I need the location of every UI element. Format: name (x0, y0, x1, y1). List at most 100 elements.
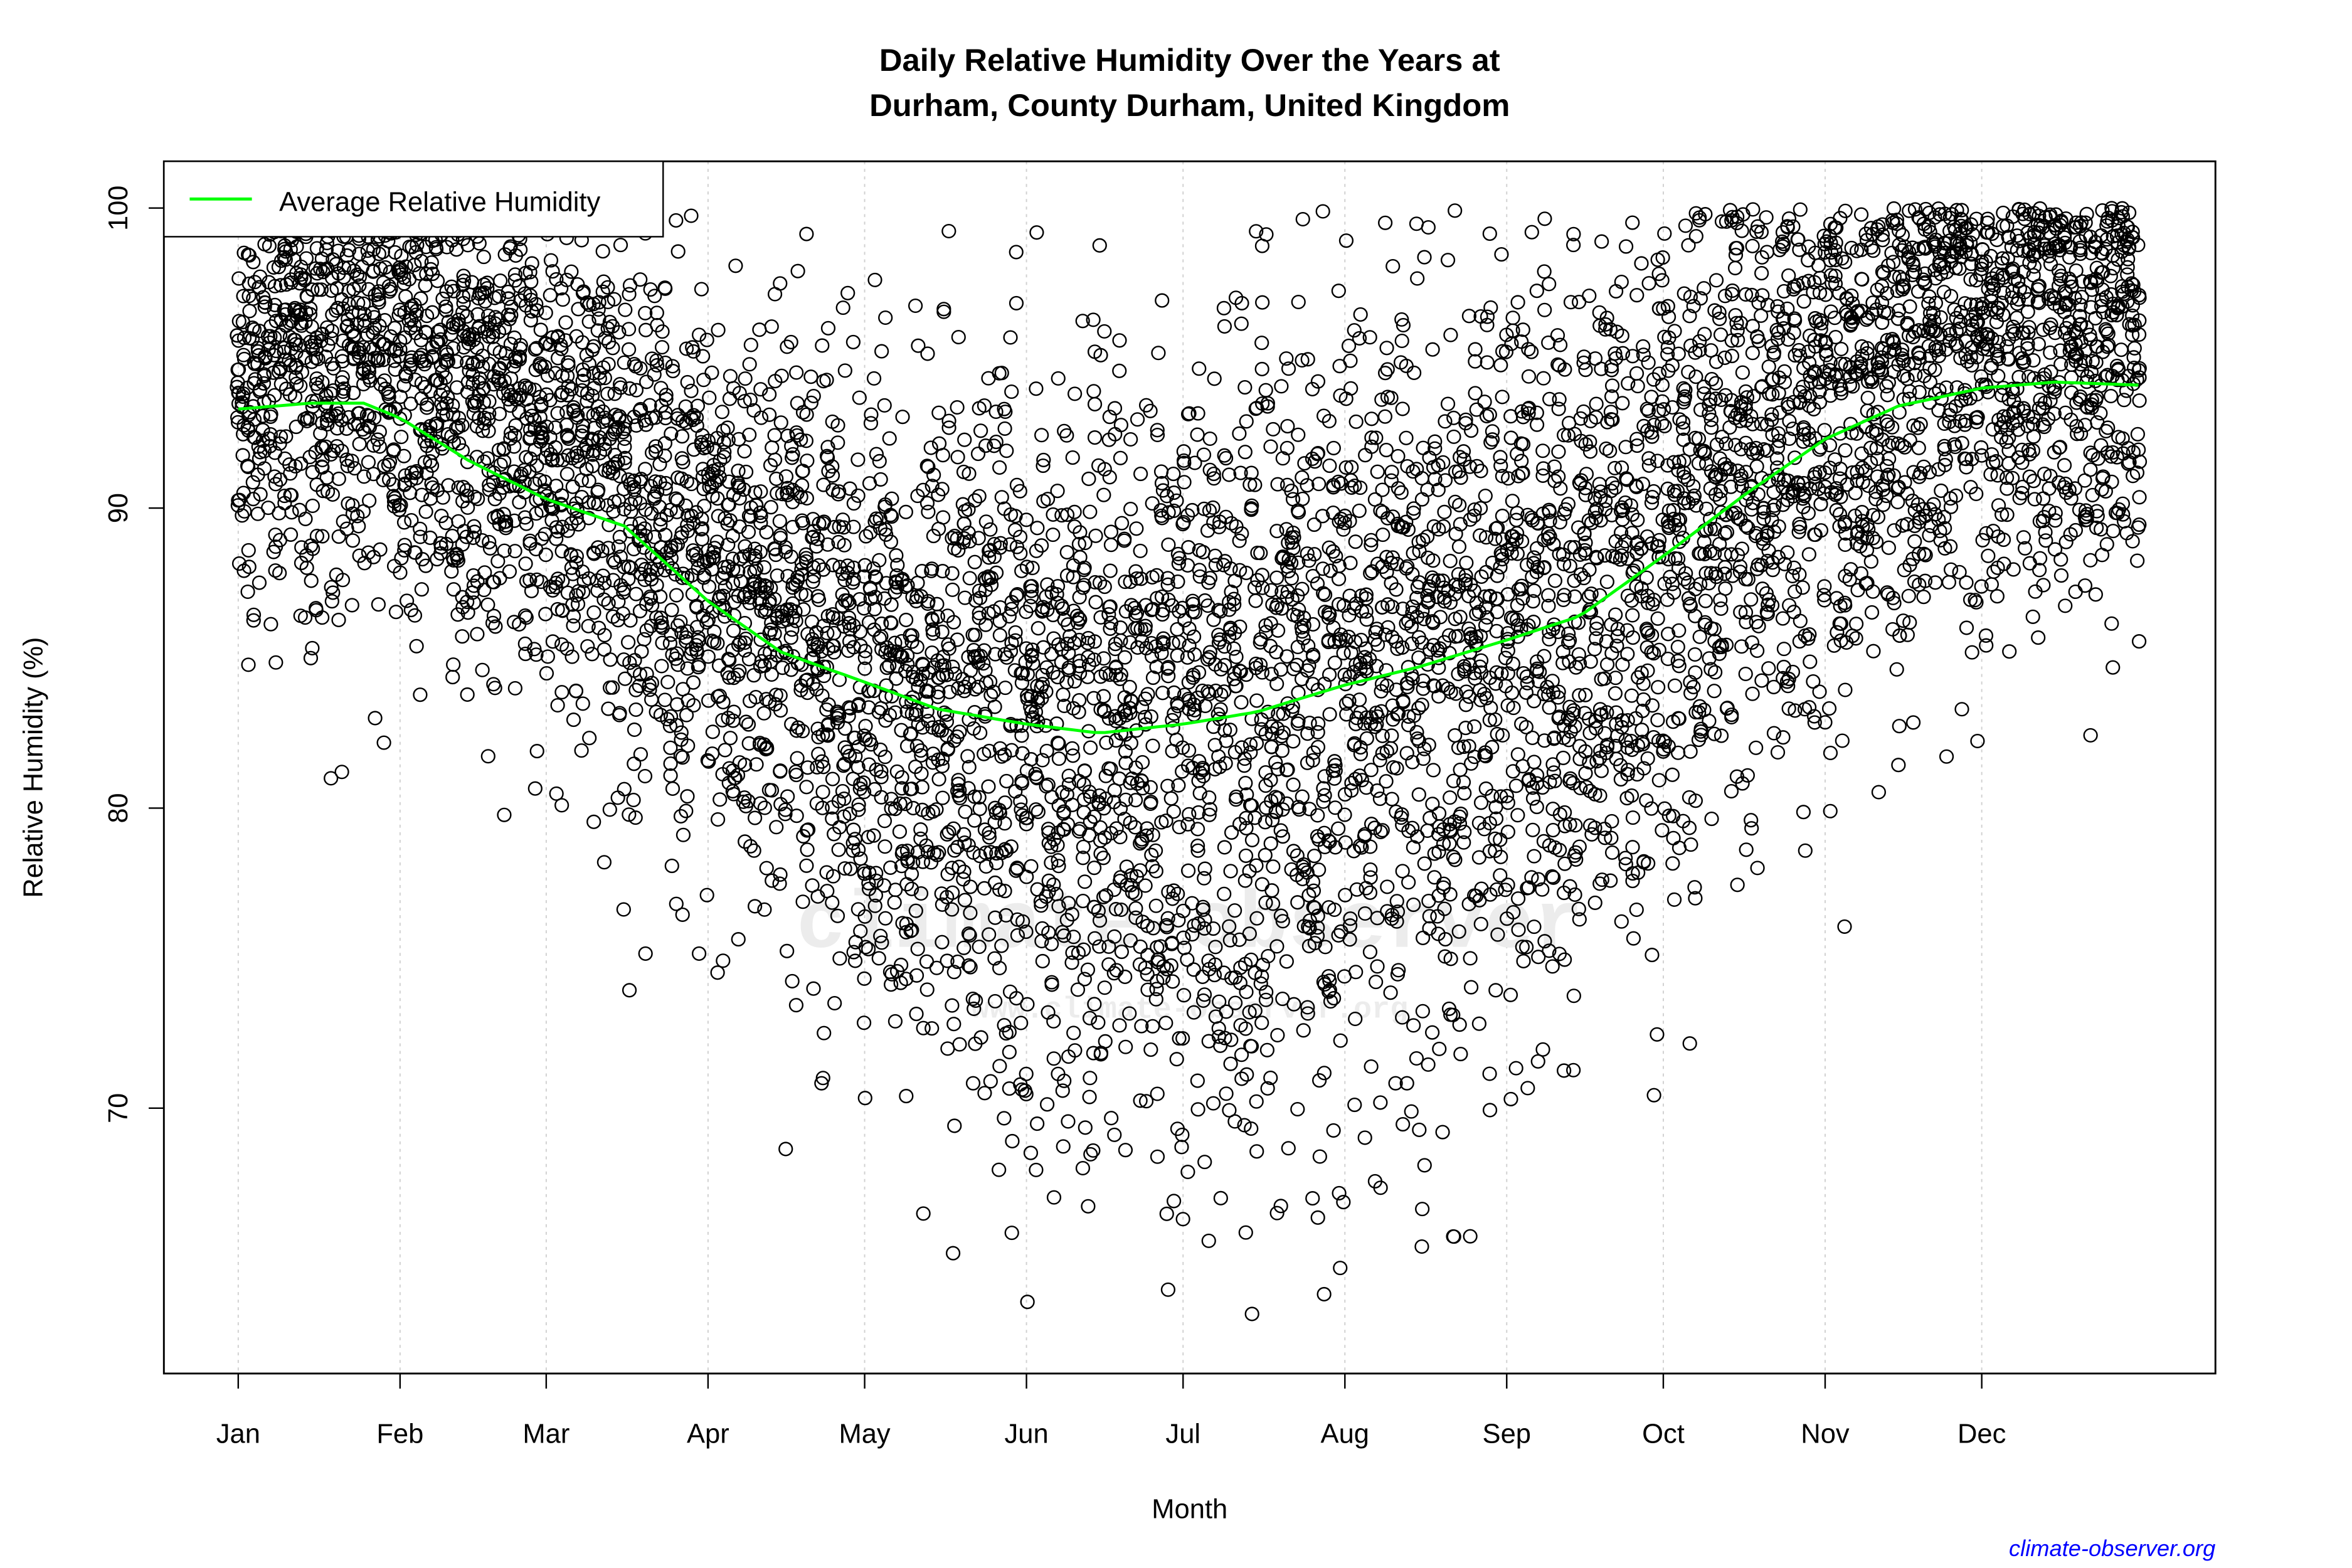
data-point (827, 645, 842, 660)
data-point (655, 620, 670, 635)
data-point (746, 843, 761, 858)
data-point (277, 344, 292, 359)
data-point (1112, 363, 1127, 378)
data-point (1425, 342, 1440, 357)
data-point (862, 866, 877, 881)
data-point (879, 660, 894, 675)
data-point (235, 389, 250, 404)
data-point (654, 610, 669, 625)
data-point (805, 574, 820, 589)
data-point (409, 464, 424, 479)
data-point (1056, 1139, 1071, 1154)
data-point (373, 542, 388, 557)
data-point (1411, 787, 1426, 802)
data-point (1269, 570, 1285, 585)
data-point (622, 278, 638, 293)
data-point (1493, 450, 1508, 465)
data-point (655, 324, 670, 339)
data-point (423, 262, 438, 277)
data-point (853, 924, 868, 939)
data-point (240, 584, 255, 600)
data-point (769, 820, 784, 835)
data-point (820, 450, 835, 465)
data-point (1494, 246, 1509, 262)
data-point (1310, 1210, 1325, 1225)
data-point (1370, 464, 1385, 479)
data-point (1244, 1039, 1259, 1054)
data-point (825, 771, 840, 787)
data-point (389, 342, 404, 357)
data-point (303, 301, 318, 316)
data-point (815, 1071, 830, 1086)
data-point (1377, 409, 1393, 424)
data-point (1435, 1125, 1450, 1140)
data-point (1468, 354, 1483, 369)
data-point (591, 311, 607, 326)
data-point (841, 709, 856, 724)
data-point (559, 641, 575, 656)
data-point (581, 356, 597, 371)
data-point (780, 339, 795, 354)
data-point (1190, 406, 1205, 421)
data-point (728, 258, 743, 273)
data-point (439, 396, 454, 411)
data-point (1316, 1286, 1332, 1302)
data-point (830, 435, 845, 450)
data-point (741, 524, 756, 539)
data-point (716, 694, 731, 710)
data-point (1217, 840, 1232, 855)
data-point (1169, 1052, 1184, 1067)
data-point (778, 802, 793, 817)
data-point (634, 558, 649, 573)
data-point (894, 770, 909, 785)
data-point (869, 511, 884, 526)
data-point (772, 514, 787, 529)
data-point (783, 334, 798, 349)
data-point (1482, 226, 1497, 241)
data-point (324, 331, 339, 346)
data-point (1379, 744, 1394, 759)
data-point (669, 718, 684, 733)
data-point (586, 297, 601, 312)
data-point (231, 385, 246, 400)
data-point (335, 573, 351, 588)
data-point (560, 523, 575, 538)
data-point (554, 488, 569, 503)
data-point (830, 418, 845, 433)
data-point (481, 423, 496, 438)
data-point (778, 469, 794, 484)
data-point (857, 1091, 872, 1106)
data-point (921, 504, 936, 519)
data-point (788, 604, 803, 619)
data-point (1050, 484, 1065, 499)
data-point (508, 418, 523, 433)
data-point (596, 592, 612, 607)
data-point (283, 341, 299, 356)
data-point (1066, 748, 1081, 763)
data-point (820, 727, 835, 742)
data-point (445, 398, 460, 413)
data-point (1510, 808, 1525, 823)
data-point (305, 541, 320, 556)
data-point (866, 828, 881, 843)
data-point (440, 390, 455, 405)
data-point (753, 410, 769, 425)
data-point (1219, 1086, 1234, 1101)
data-point (1384, 465, 1399, 480)
data-point (273, 429, 289, 444)
data-point (606, 573, 621, 588)
data-point (856, 775, 871, 790)
data-point (690, 553, 705, 568)
data-point (1406, 365, 1422, 381)
data-point (760, 741, 775, 756)
data-point (255, 408, 270, 423)
data-point (748, 690, 763, 705)
data-point (488, 619, 503, 634)
data-point (480, 749, 495, 764)
data-point (309, 376, 324, 391)
data-point (382, 340, 398, 355)
data-point (383, 282, 398, 297)
data-point (477, 416, 492, 431)
data-point (851, 802, 866, 817)
data-point (658, 481, 673, 496)
